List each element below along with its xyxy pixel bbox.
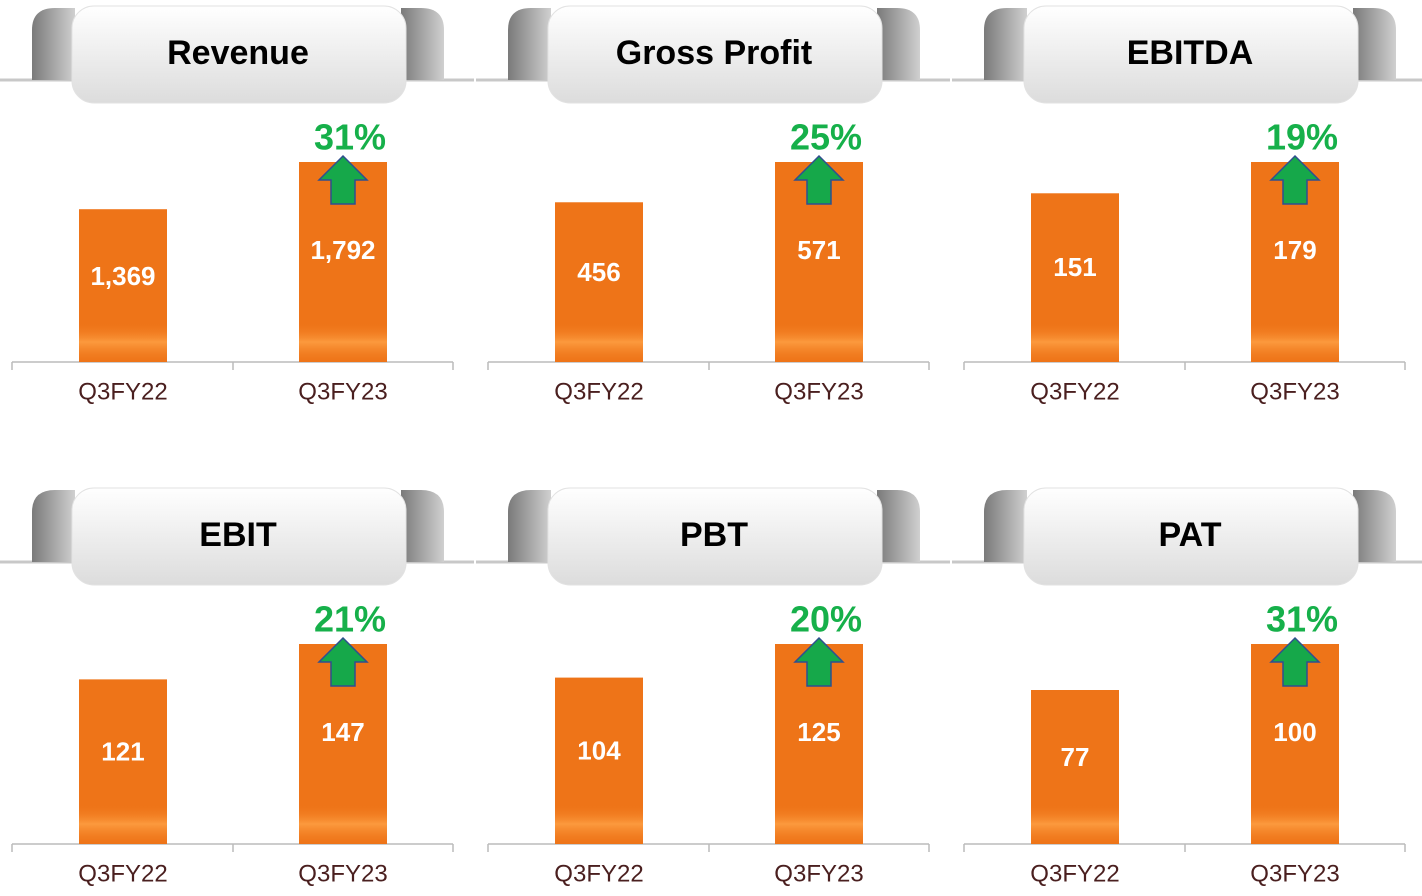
bar-shine — [775, 804, 863, 844]
x-tick-label: Q3FY23 — [298, 378, 387, 405]
value-label: 77 — [1061, 742, 1090, 772]
tab-curl — [1353, 490, 1396, 562]
tab-curl — [401, 490, 444, 562]
x-tick-label: Q3FY23 — [1250, 860, 1339, 887]
tab-curl — [1353, 8, 1396, 80]
bar-shine — [555, 804, 643, 844]
chart-title: Revenue — [167, 34, 309, 72]
growth-annotation: 31% — [314, 117, 386, 158]
chart-title: PBT — [680, 516, 748, 554]
tab-curl — [32, 8, 75, 80]
growth-arrow — [1269, 636, 1321, 687]
tab-curl — [32, 490, 75, 562]
growth-arrow — [1269, 154, 1321, 205]
value-label: 1,792 — [310, 235, 375, 265]
growth-annotation: 31% — [1266, 599, 1338, 640]
growth-annotation: 21% — [314, 599, 386, 640]
x-tick-label: Q3FY23 — [774, 860, 863, 887]
value-label: 1,369 — [90, 261, 155, 291]
bar-shine — [775, 322, 863, 362]
value-label: 121 — [101, 736, 144, 766]
tab — [547, 5, 883, 104]
x-tick-label: Q3FY22 — [78, 860, 167, 887]
growth-annotation: 20% — [790, 599, 862, 640]
tab-curl — [401, 8, 444, 80]
x-tick-label: Q3FY23 — [774, 378, 863, 405]
chart-title: EBITDA — [1127, 34, 1254, 72]
tab-curl — [984, 490, 1027, 562]
x-tick-label: Q3FY23 — [298, 860, 387, 887]
tab — [1023, 5, 1359, 104]
x-tick-label: Q3FY22 — [554, 378, 643, 405]
value-label: 100 — [1273, 717, 1316, 747]
tab — [547, 487, 883, 586]
x-tick-label: Q3FY22 — [1030, 860, 1119, 887]
value-label: 151 — [1053, 252, 1096, 282]
growth-arrow — [793, 636, 845, 687]
tab — [1023, 487, 1359, 586]
chart-title: Gross Profit — [616, 34, 812, 72]
tab-curl — [508, 490, 551, 562]
value-label: 147 — [321, 717, 364, 747]
tab — [71, 487, 407, 586]
growth-arrow — [317, 636, 369, 687]
chart-title: EBIT — [199, 516, 277, 554]
bar-shine — [555, 322, 643, 362]
tab — [71, 5, 407, 104]
growth-annotation: 25% — [790, 117, 862, 158]
bar-shine — [299, 804, 387, 844]
x-tick-label: Q3FY22 — [78, 378, 167, 405]
growth-arrow — [793, 154, 845, 205]
tab-curl — [877, 490, 920, 562]
value-label: 179 — [1273, 235, 1316, 265]
value-label: 104 — [577, 735, 621, 765]
chart-title: PAT — [1159, 516, 1222, 554]
growth-arrow — [317, 154, 369, 205]
value-label: 456 — [577, 257, 620, 287]
bar-shine — [299, 322, 387, 362]
bar-shine — [79, 804, 167, 844]
value-label: 125 — [797, 717, 840, 747]
bar-shine — [79, 322, 167, 362]
tab-curl — [508, 8, 551, 80]
x-tick-label: Q3FY22 — [1030, 378, 1119, 405]
growth-annotation: 19% — [1266, 117, 1338, 158]
bar-shine — [1251, 804, 1339, 844]
bar-shine — [1251, 322, 1339, 362]
bar-shine — [1031, 322, 1119, 362]
x-tick-label: Q3FY23 — [1250, 378, 1339, 405]
tab-curl — [984, 8, 1027, 80]
bar-shine — [1031, 804, 1119, 844]
value-label: 571 — [797, 235, 840, 265]
tab-curl — [877, 8, 920, 80]
x-tick-label: Q3FY22 — [554, 860, 643, 887]
